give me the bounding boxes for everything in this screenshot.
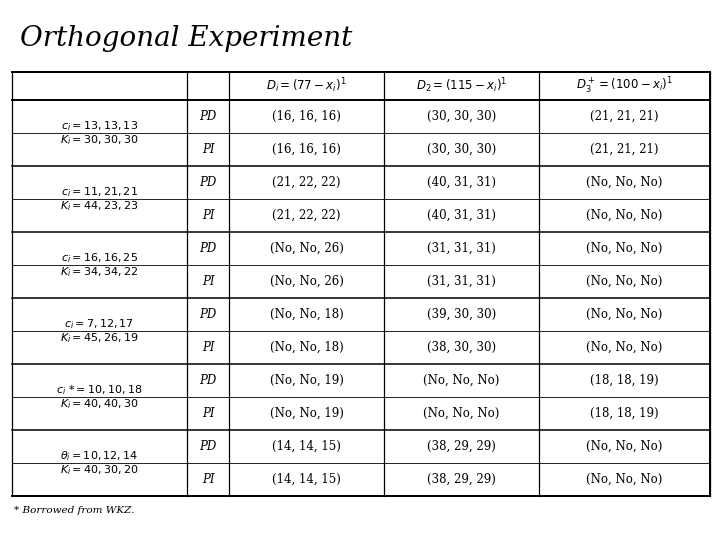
Text: (No, No, No): (No, No, No) [423, 407, 500, 420]
Text: $K_i = 45, 26, 19$: $K_i = 45, 26, 19$ [60, 331, 139, 345]
Text: PD: PD [199, 374, 217, 387]
Text: (38, 30, 30): (38, 30, 30) [427, 341, 496, 354]
Text: $K_i = 44, 23, 23$: $K_i = 44, 23, 23$ [60, 199, 139, 213]
Text: PI: PI [202, 341, 215, 354]
Text: PD: PD [199, 440, 217, 453]
Text: (16, 16, 16): (16, 16, 16) [272, 143, 341, 156]
Text: (No, No, No): (No, No, No) [586, 209, 662, 222]
Text: (39, 30, 30): (39, 30, 30) [427, 308, 496, 321]
Text: (21, 22, 22): (21, 22, 22) [272, 209, 341, 222]
Text: (16, 16, 16): (16, 16, 16) [272, 110, 341, 123]
Text: (No, No, 26): (No, No, 26) [269, 275, 343, 288]
Text: (31, 31, 31): (31, 31, 31) [427, 275, 496, 288]
Text: (18, 18, 19): (18, 18, 19) [590, 374, 659, 387]
Text: PD: PD [199, 308, 217, 321]
Text: PD: PD [199, 242, 217, 255]
Text: (30, 30, 30): (30, 30, 30) [427, 143, 496, 156]
Text: $c_i = 16, 16, 25$: $c_i = 16, 16, 25$ [61, 251, 138, 265]
Text: (40, 31, 31): (40, 31, 31) [427, 209, 496, 222]
Text: * Borrowed from WKZ.: * Borrowed from WKZ. [14, 506, 135, 515]
Text: $D_3^+ = (100 - x_i)^1$: $D_3^+ = (100 - x_i)^1$ [576, 76, 673, 96]
Text: $c_i = 13, 13, 13$: $c_i = 13, 13, 13$ [61, 119, 138, 133]
Text: PD: PD [199, 110, 217, 123]
Text: $D_i = (77 - x_i)^1$: $D_i = (77 - x_i)^1$ [266, 77, 347, 96]
Text: (No, No, 18): (No, No, 18) [269, 308, 343, 321]
Text: PI: PI [202, 407, 215, 420]
Text: (No, No, No): (No, No, No) [586, 473, 662, 486]
Text: (No, No, No): (No, No, No) [586, 341, 662, 354]
Text: (31, 31, 31): (31, 31, 31) [427, 242, 496, 255]
Text: $K_i = 40, 30, 20$: $K_i = 40, 30, 20$ [60, 463, 139, 477]
Text: (38, 29, 29): (38, 29, 29) [427, 473, 496, 486]
Text: $\theta_i = 10, 12, 14$: $\theta_i = 10, 12, 14$ [60, 449, 138, 463]
Text: (30, 30, 30): (30, 30, 30) [427, 110, 496, 123]
Text: PI: PI [202, 275, 215, 288]
Text: $c_i = 7, 12, 17$: $c_i = 7, 12, 17$ [65, 317, 135, 331]
Text: (No, No, No): (No, No, No) [586, 440, 662, 453]
Text: (No, No, 19): (No, No, 19) [269, 374, 343, 387]
Text: PD: PD [199, 176, 217, 189]
Text: (14, 14, 15): (14, 14, 15) [272, 473, 341, 486]
Text: (No, No, 19): (No, No, 19) [269, 407, 343, 420]
Text: PI: PI [202, 473, 215, 486]
Text: PI: PI [202, 209, 215, 222]
Text: (No, No, No): (No, No, No) [586, 308, 662, 321]
Text: $c_i = 11, 21, 21$: $c_i = 11, 21, 21$ [61, 185, 138, 199]
Text: (21, 22, 22): (21, 22, 22) [272, 176, 341, 189]
Text: (40, 31, 31): (40, 31, 31) [427, 176, 496, 189]
Text: (21, 21, 21): (21, 21, 21) [590, 110, 659, 123]
Text: (No, No, 26): (No, No, 26) [269, 242, 343, 255]
Text: (14, 14, 15): (14, 14, 15) [272, 440, 341, 453]
Text: $c_i$ *$= 10, 10, 18$: $c_i$ *$= 10, 10, 18$ [56, 383, 143, 397]
Text: $K_i = 30, 30, 30$: $K_i = 30, 30, 30$ [60, 133, 139, 147]
Text: $K_i = 34, 34, 22$: $K_i = 34, 34, 22$ [60, 265, 138, 279]
Text: PI: PI [202, 143, 215, 156]
Text: (38, 29, 29): (38, 29, 29) [427, 440, 496, 453]
Text: (No, No, No): (No, No, No) [586, 242, 662, 255]
Text: (No, No, No): (No, No, No) [586, 176, 662, 189]
Text: Orthogonal Experiment: Orthogonal Experiment [20, 25, 352, 52]
Text: $D_2 = (115 - x_i)^1$: $D_2 = (115 - x_i)^1$ [416, 77, 507, 96]
Text: (18, 18, 19): (18, 18, 19) [590, 407, 659, 420]
Text: $K_i = 40, 40, 30$: $K_i = 40, 40, 30$ [60, 397, 139, 411]
Text: (No, No, No): (No, No, No) [423, 374, 500, 387]
Text: (No, No, No): (No, No, No) [586, 275, 662, 288]
Text: (21, 21, 21): (21, 21, 21) [590, 143, 659, 156]
Text: (No, No, 18): (No, No, 18) [269, 341, 343, 354]
